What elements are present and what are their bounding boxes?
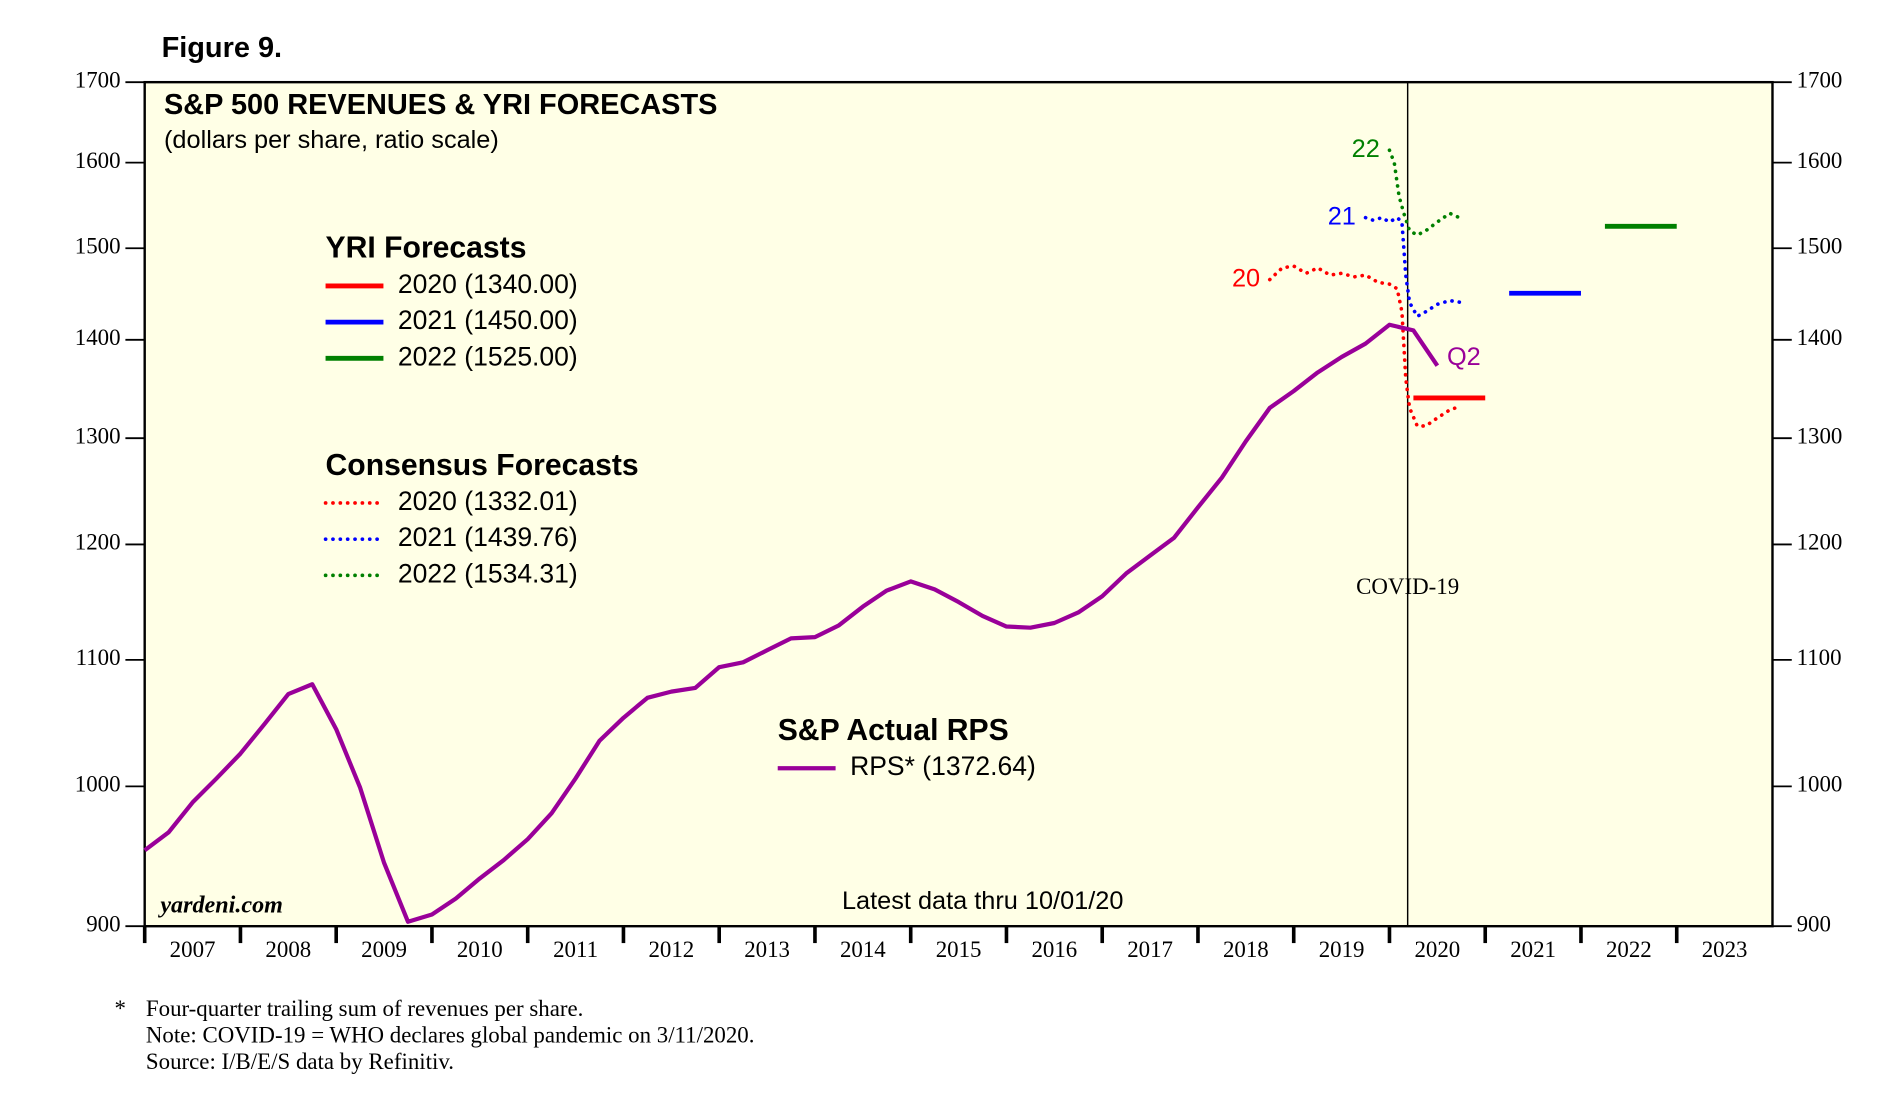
legend-title: Consensus Forecasts — [326, 449, 639, 482]
y2-tick-label: 1000 — [1797, 772, 1843, 797]
y2-tick-label: 1500 — [1797, 234, 1843, 259]
legend-label: RPS* (1372.64) — [850, 751, 1036, 781]
series-label: 21 — [1328, 202, 1356, 230]
legend-label: 2021 (1450.00) — [398, 305, 578, 335]
y-tick-label: 1600 — [75, 148, 121, 173]
legend-label: 2020 (1340.00) — [398, 269, 578, 299]
consensus-line — [1363, 215, 1464, 319]
x-tick-label: 2015 — [936, 937, 982, 962]
x-tick-label: 2016 — [1031, 937, 1077, 962]
y-tick-label: 1000 — [75, 772, 121, 797]
y-tick-label: 1500 — [75, 234, 121, 259]
legend-title: S&P Actual RPS — [778, 714, 1009, 747]
chart-title: S&P 500 REVENUES & YRI FORECASTS — [164, 89, 717, 121]
x-tick-label: 2008 — [265, 937, 311, 962]
legend-label: 2022 (1534.31) — [398, 558, 578, 588]
legend-label: 2021 (1439.76) — [398, 522, 578, 552]
y2-tick-label: 1200 — [1797, 530, 1843, 555]
x-tick-label: 2014 — [840, 937, 886, 962]
x-tick-label: 2017 — [1127, 937, 1173, 962]
x-tick-label: 2012 — [648, 937, 694, 962]
x-tick-label: 2007 — [170, 937, 216, 962]
y-tick-label: 1700 — [75, 67, 121, 92]
source-label: yardeni.com — [157, 892, 283, 918]
y-tick-label: 1400 — [75, 325, 121, 350]
y2-tick-label: 1300 — [1797, 423, 1843, 448]
actual-line — [143, 322, 1440, 924]
y-tick-label: 1100 — [76, 645, 121, 670]
x-tick-label: 2018 — [1223, 937, 1269, 962]
y2-tick-label: 1600 — [1797, 148, 1843, 173]
x-tick-label: 2022 — [1606, 937, 1652, 962]
figure-label: Figure 9. — [162, 32, 283, 64]
x-tick-label: 2019 — [1319, 937, 1365, 962]
plot-background — [144, 82, 1773, 927]
legend-title: YRI Forecasts — [326, 232, 527, 265]
x-tick-label: 2013 — [744, 937, 790, 962]
y-tick-label: 900 — [86, 911, 120, 936]
series-label: 22 — [1352, 135, 1380, 163]
plot-frame — [143, 80, 1774, 928]
series-label: 20 — [1232, 264, 1260, 292]
legend-label: 2022 (1525.00) — [398, 341, 578, 371]
y2-tick-label: 1100 — [1797, 645, 1842, 670]
x-tick-label: 2023 — [1702, 937, 1748, 962]
consensus-line — [1387, 148, 1464, 238]
event-label: COVID-19 — [1356, 574, 1459, 599]
x-tick-label: 2010 — [457, 937, 503, 962]
x-tick-label: 2009 — [361, 937, 407, 962]
latest-note: Latest data thru 10/01/20 — [842, 887, 1123, 915]
y-tick-label: 1200 — [75, 530, 121, 555]
y2-tick-label: 1700 — [1797, 67, 1843, 92]
x-tick-label: 2011 — [553, 937, 598, 962]
y-tick-label: 1300 — [75, 423, 121, 448]
consensus-line — [1267, 264, 1464, 428]
footnote: Source: I/B/E/S data by Refinitiv. — [146, 1049, 454, 1074]
chart-subtitle: (dollars per share, ratio scale) — [164, 126, 499, 154]
y2-tick-label: 900 — [1797, 911, 1831, 936]
footnote: Four-quarter trailing sum of revenues pe… — [146, 996, 584, 1021]
footnote: Note: COVID-19 = WHO declares global pan… — [146, 1022, 755, 1047]
legend-label: 2020 (1332.01) — [398, 486, 578, 516]
y2-tick-label: 1400 — [1797, 325, 1843, 350]
footnote-marker: * — [115, 996, 126, 1021]
x-tick-label: 2021 — [1510, 937, 1556, 962]
series-label: Q2 — [1447, 343, 1481, 371]
x-tick-label: 2020 — [1414, 937, 1460, 962]
